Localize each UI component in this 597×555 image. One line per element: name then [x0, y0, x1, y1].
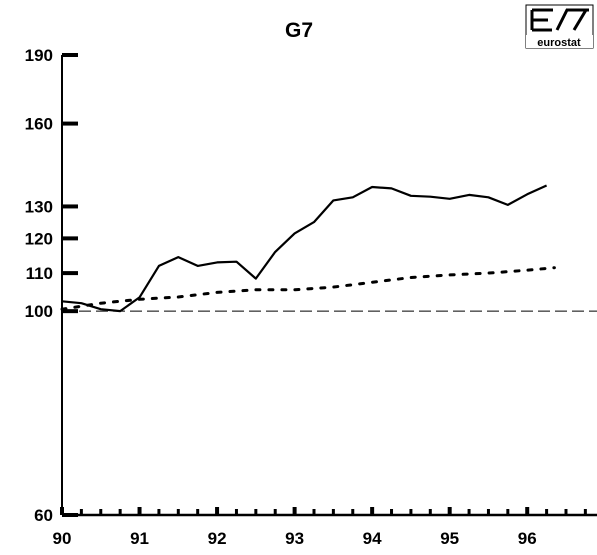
- x-tick-label: 91: [130, 529, 149, 548]
- y-tick-label: 130: [25, 197, 53, 216]
- x-ticks: 90 91 92 93 94 95 96: [53, 507, 587, 548]
- plot-area: 60 100 110 120 130 160 190 90 91 92 93 94 95 96: [25, 46, 597, 548]
- series-line-dotted: [60, 266, 556, 311]
- logo-mark-icon: [530, 8, 589, 32]
- y-tick-label: 100: [25, 302, 53, 321]
- y-tick-label: 110: [26, 264, 53, 283]
- title-group: G7: [285, 19, 313, 42]
- series-line-solid: [61, 184, 548, 313]
- series-group: [60, 184, 556, 313]
- chart-title: G7: [285, 19, 313, 42]
- y-tick-label: 190: [25, 46, 53, 65]
- logo-text-band: [526, 35, 593, 48]
- eurostat-logo: eurostat: [525, 4, 594, 49]
- y-tick-label: 60: [34, 506, 53, 525]
- x-tick-label: 90: [53, 529, 72, 548]
- x-tick-label: 96: [518, 529, 537, 548]
- x-tick-label: 92: [208, 529, 227, 548]
- x-tick-label: 93: [285, 529, 304, 548]
- y-ticks: 60 100 110 120 130 160 190: [25, 46, 78, 525]
- x-tick-label: 94: [363, 529, 382, 548]
- y-tick-label: 160: [25, 115, 53, 134]
- x-tick-label: 95: [440, 529, 459, 548]
- y-tick-label: 120: [25, 229, 53, 248]
- logo-text: eurostat: [537, 37, 581, 49]
